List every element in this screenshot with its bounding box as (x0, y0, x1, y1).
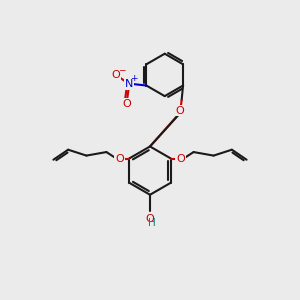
Text: O: O (175, 106, 184, 116)
Text: O: O (112, 70, 120, 80)
Text: O: O (145, 214, 154, 224)
Text: O: O (176, 154, 185, 164)
Text: −: − (118, 65, 125, 74)
Text: N: N (125, 79, 134, 89)
Text: O: O (115, 154, 124, 164)
Text: O: O (123, 99, 131, 109)
Text: H: H (148, 218, 156, 228)
Text: +: + (130, 74, 138, 83)
